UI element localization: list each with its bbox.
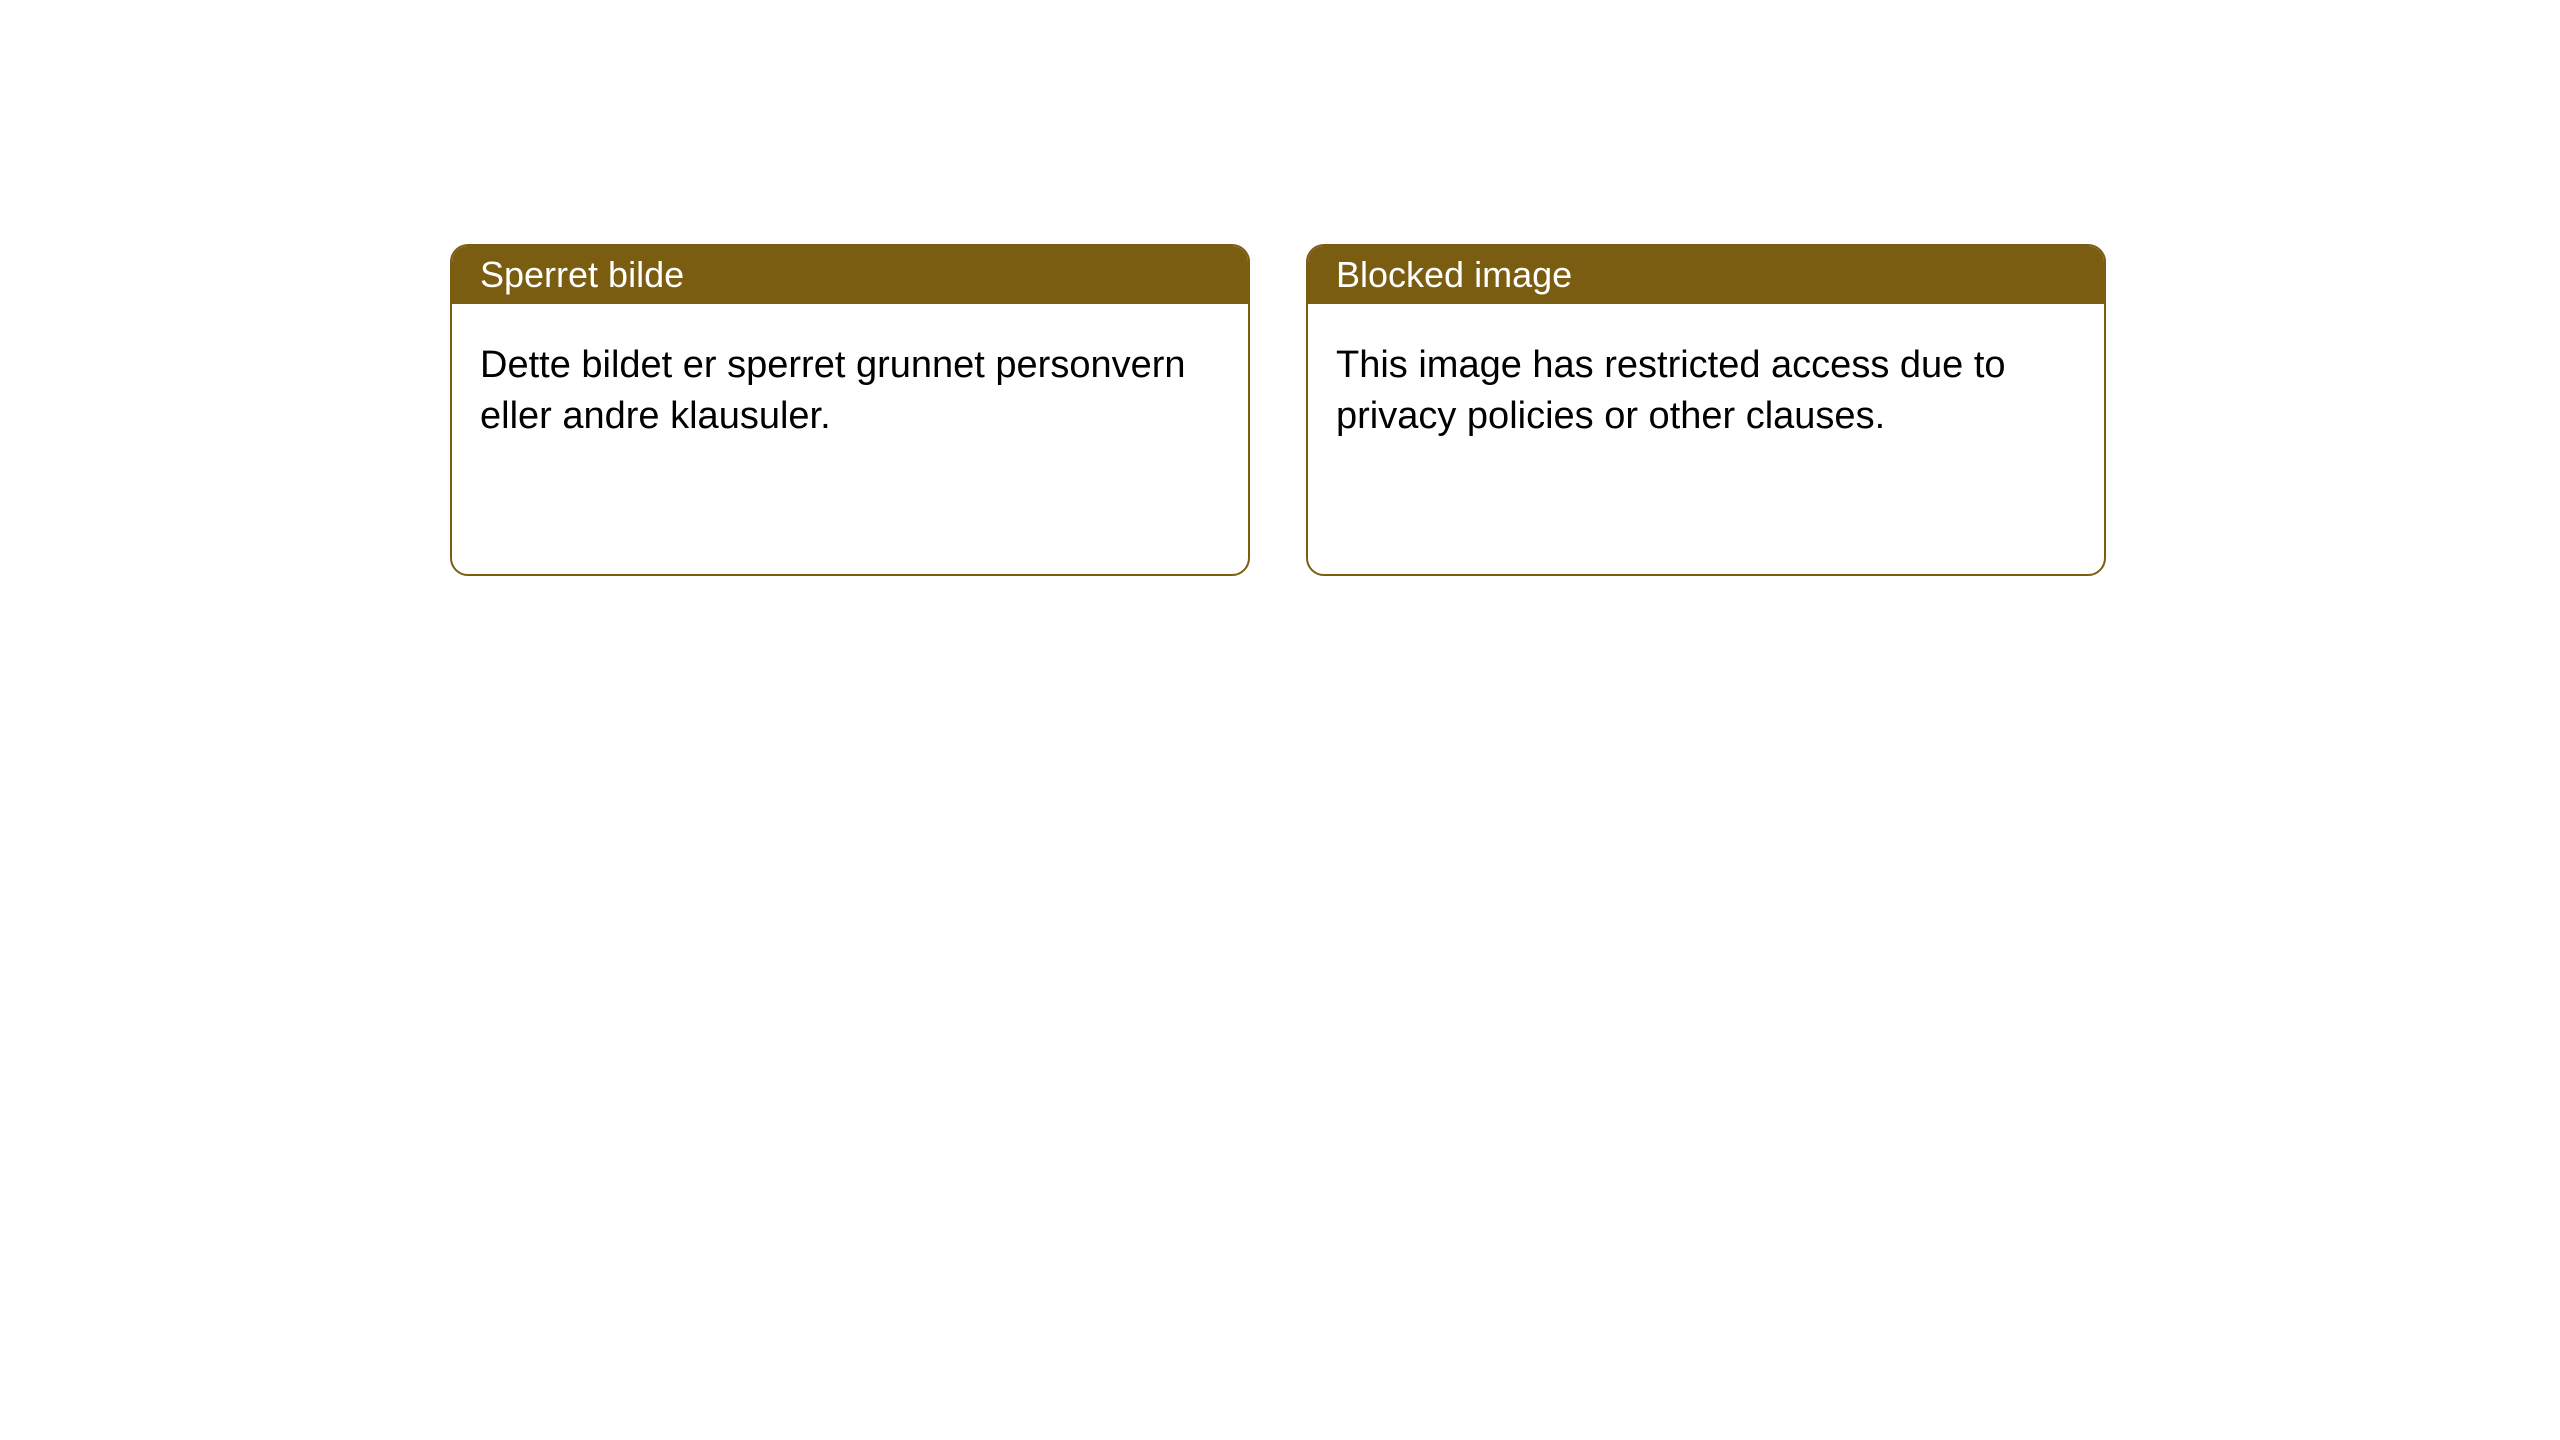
- blocked-image-notice-container: Sperret bilde Dette bildet er sperret gr…: [450, 244, 2560, 576]
- blocked-image-card-english: Blocked image This image has restricted …: [1306, 244, 2106, 576]
- blocked-image-card-norwegian: Sperret bilde Dette bildet er sperret gr…: [450, 244, 1250, 576]
- card-title-english: Blocked image: [1336, 254, 1572, 296]
- card-body-norwegian: Dette bildet er sperret grunnet personve…: [452, 304, 1248, 479]
- card-header-norwegian: Sperret bilde: [452, 246, 1248, 304]
- card-title-norwegian: Sperret bilde: [480, 254, 684, 296]
- card-header-english: Blocked image: [1308, 246, 2104, 304]
- card-message-english: This image has restricted access due to …: [1336, 344, 2006, 437]
- card-body-english: This image has restricted access due to …: [1308, 304, 2104, 479]
- card-message-norwegian: Dette bildet er sperret grunnet personve…: [480, 344, 1186, 437]
